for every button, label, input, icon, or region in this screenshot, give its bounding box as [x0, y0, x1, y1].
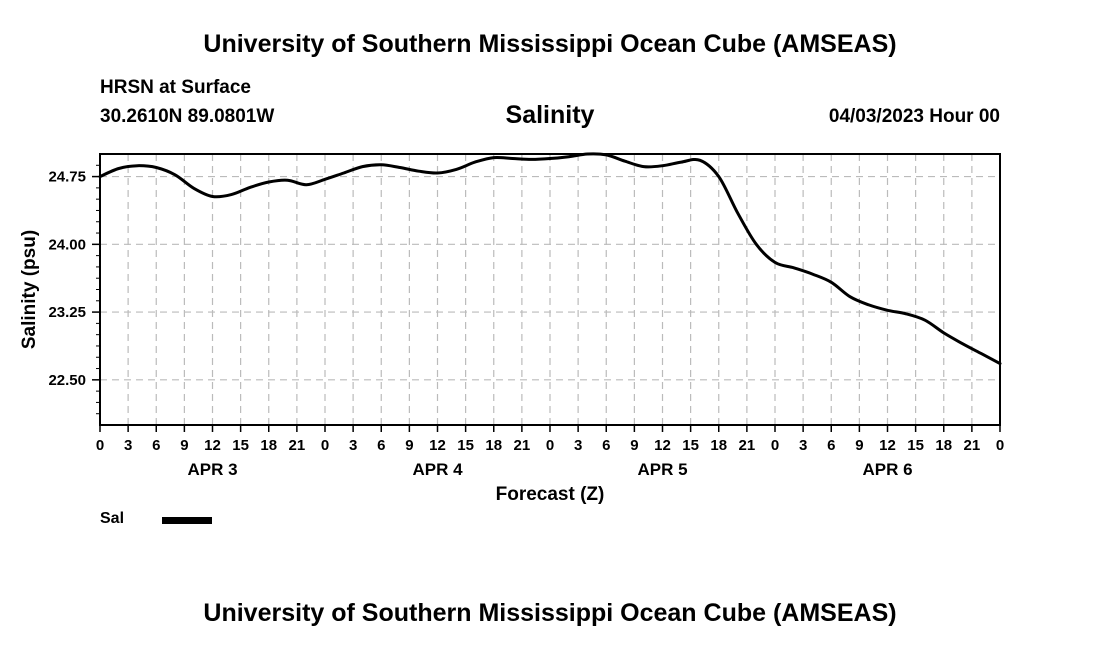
day-label: APR 3: [187, 460, 237, 479]
x-tick-label: 21: [289, 437, 306, 454]
x-tick-label: 9: [855, 437, 863, 454]
x-tick-label: 3: [574, 437, 582, 454]
series-line-salinity: [98, 152, 1002, 366]
x-tick-label: 9: [630, 437, 638, 454]
forecast-datetime: 04/03/2023 Hour 00: [828, 106, 1000, 127]
x-tick-label: 21: [739, 437, 756, 454]
station-coordinates: 30.2610N 89.0801W: [100, 106, 275, 127]
x-tick-label: 15: [232, 437, 249, 454]
x-tick-label: 12: [879, 437, 896, 454]
x-tick-label: 6: [827, 437, 835, 454]
x-tick-label: 18: [260, 437, 277, 454]
legend-label: Sal: [100, 510, 125, 527]
x-tick-label: 3: [799, 437, 807, 454]
y-axis-title: Salinity (psu): [19, 230, 40, 349]
day-label: APR 5: [637, 460, 687, 479]
x-tick-label: 18: [935, 437, 952, 454]
x-tick-label: 0: [96, 437, 104, 454]
y-tick-label: 22.50: [48, 372, 86, 389]
x-tick-label: 3: [349, 437, 357, 454]
x-tick-label: 6: [152, 437, 160, 454]
plot-title: Salinity: [505, 101, 595, 129]
x-tick-label: 0: [546, 437, 554, 454]
y-tick-label: 24.75: [48, 169, 86, 186]
footer-title: University of Southern Mississippi Ocean…: [203, 599, 897, 627]
chart-title: University of Southern Mississippi Ocean…: [203, 30, 897, 58]
x-tick-label: 15: [457, 437, 474, 454]
x-axis-title: Forecast (Z): [496, 484, 605, 505]
x-tick-label: 0: [996, 437, 1004, 454]
x-tick-label: 6: [377, 437, 385, 454]
legend-swatch: [162, 517, 212, 524]
day-label: APR 4: [412, 460, 463, 479]
x-tick-label: 18: [710, 437, 727, 454]
x-tick-label: 9: [180, 437, 188, 454]
station-label: HRSN at Surface: [100, 77, 251, 98]
x-tick-label: 21: [514, 437, 531, 454]
day-label: APR 6: [862, 460, 912, 479]
x-tick-label: 12: [204, 437, 221, 454]
x-tick-label: 12: [654, 437, 671, 454]
x-tick-label: 21: [964, 437, 981, 454]
x-tick-label: 6: [602, 437, 610, 454]
y-tick-label: 23.25: [48, 304, 86, 321]
x-tick-label: 12: [429, 437, 446, 454]
x-tick-label: 0: [321, 437, 329, 454]
x-tick-label: 3: [124, 437, 132, 454]
x-tick-label: 15: [682, 437, 699, 454]
x-tick-label: 9: [405, 437, 413, 454]
x-tick-label: 0: [771, 437, 779, 454]
y-tick-label: 24.00: [48, 236, 86, 253]
x-tick-label: 18: [485, 437, 502, 454]
x-tick-label: 15: [907, 437, 924, 454]
